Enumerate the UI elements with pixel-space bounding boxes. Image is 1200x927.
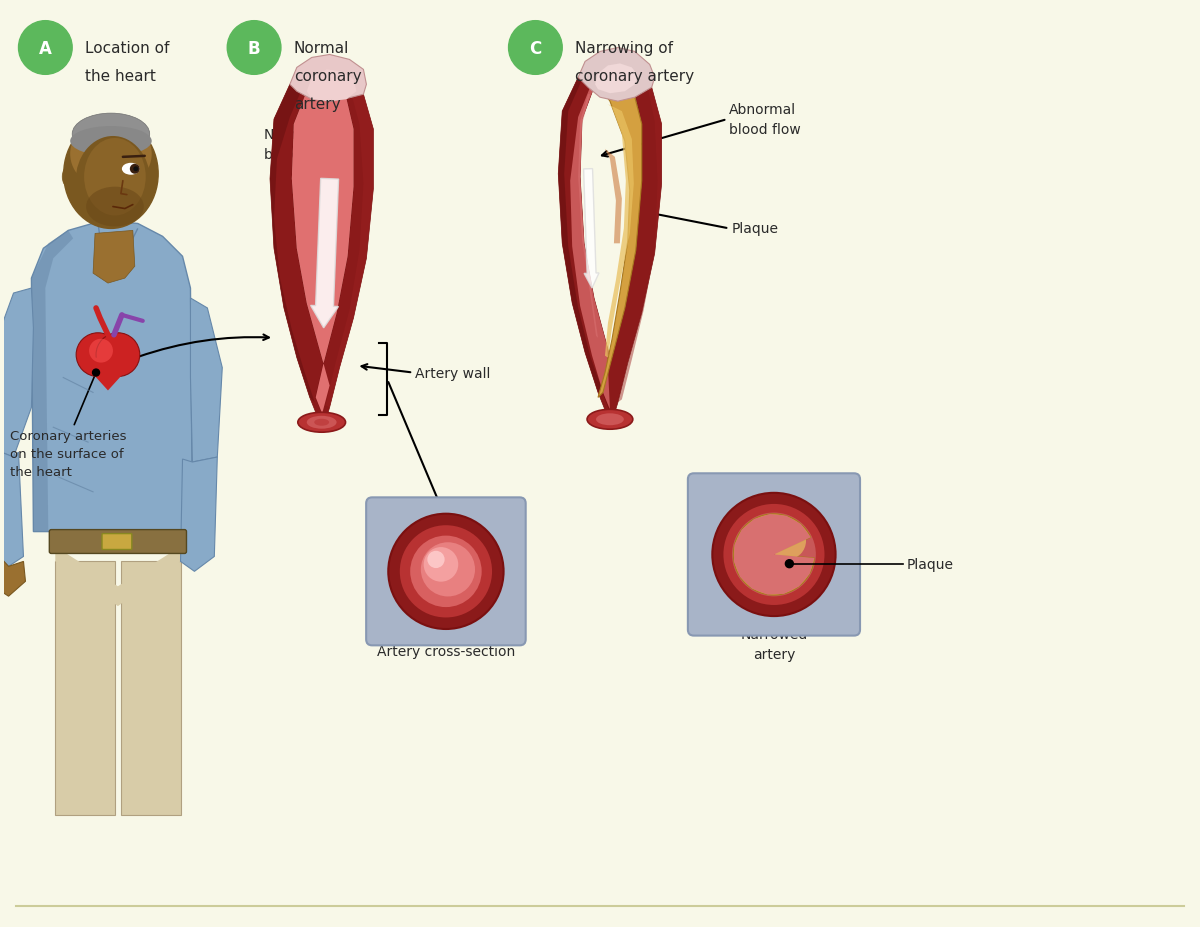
- Polygon shape: [325, 95, 373, 408]
- Ellipse shape: [70, 119, 151, 190]
- Text: C: C: [529, 40, 541, 57]
- Polygon shape: [94, 231, 134, 284]
- Text: the heart: the heart: [85, 69, 156, 83]
- Polygon shape: [0, 545, 25, 597]
- Text: Artery wall: Artery wall: [415, 366, 491, 380]
- Circle shape: [96, 334, 139, 377]
- Text: Abnormal
blood flow: Abnormal blood flow: [730, 103, 800, 136]
- Polygon shape: [558, 78, 617, 418]
- Circle shape: [732, 513, 816, 597]
- Text: Coronary arteries
on the surface of
the heart: Coronary arteries on the surface of the …: [10, 430, 126, 478]
- Circle shape: [133, 167, 138, 172]
- Polygon shape: [55, 547, 180, 606]
- Text: artery: artery: [294, 96, 341, 111]
- Text: Narrowed
artery: Narrowed artery: [740, 628, 808, 661]
- FancyBboxPatch shape: [366, 498, 526, 645]
- Polygon shape: [191, 298, 222, 463]
- Text: coronary artery: coronary artery: [575, 69, 695, 83]
- FancyArrow shape: [583, 170, 599, 288]
- Text: A: A: [38, 40, 52, 57]
- Text: Plaque: Plaque: [906, 557, 954, 571]
- Polygon shape: [0, 288, 34, 458]
- Circle shape: [410, 536, 481, 607]
- Ellipse shape: [64, 120, 158, 229]
- Polygon shape: [31, 231, 73, 532]
- Circle shape: [427, 552, 445, 568]
- Ellipse shape: [307, 416, 336, 429]
- Text: coronary: coronary: [294, 69, 361, 83]
- Ellipse shape: [84, 139, 145, 216]
- Ellipse shape: [587, 410, 632, 430]
- Polygon shape: [558, 78, 602, 393]
- Polygon shape: [618, 88, 661, 403]
- Text: Normal: Normal: [294, 41, 349, 56]
- Ellipse shape: [62, 168, 74, 187]
- Text: Location of: Location of: [85, 41, 169, 56]
- Polygon shape: [290, 56, 366, 102]
- Polygon shape: [121, 562, 180, 815]
- Ellipse shape: [86, 187, 144, 227]
- Text: Normal
blood flow: Normal blood flow: [264, 128, 336, 161]
- Polygon shape: [55, 562, 115, 815]
- Circle shape: [18, 21, 72, 75]
- Ellipse shape: [76, 137, 150, 226]
- Polygon shape: [180, 458, 217, 572]
- Polygon shape: [292, 92, 354, 418]
- Polygon shape: [316, 95, 373, 427]
- FancyBboxPatch shape: [688, 474, 860, 636]
- Ellipse shape: [596, 413, 624, 425]
- Polygon shape: [605, 150, 622, 244]
- Circle shape: [227, 21, 281, 75]
- Circle shape: [769, 523, 806, 560]
- Circle shape: [421, 542, 475, 597]
- Polygon shape: [0, 448, 24, 566]
- Circle shape: [424, 548, 458, 582]
- FancyArrow shape: [311, 179, 338, 328]
- Circle shape: [389, 514, 504, 629]
- Ellipse shape: [298, 413, 346, 433]
- Circle shape: [785, 560, 793, 568]
- Polygon shape: [578, 48, 655, 102]
- Circle shape: [76, 334, 120, 377]
- Circle shape: [92, 370, 100, 376]
- Ellipse shape: [122, 164, 139, 175]
- Text: Artery cross-section: Artery cross-section: [377, 644, 515, 658]
- Text: Plaque: Plaque: [731, 222, 779, 236]
- Polygon shape: [598, 88, 642, 398]
- Text: B: B: [247, 40, 260, 57]
- Polygon shape: [270, 85, 314, 403]
- FancyBboxPatch shape: [102, 534, 132, 550]
- Circle shape: [724, 504, 824, 605]
- Polygon shape: [270, 85, 330, 423]
- Ellipse shape: [314, 419, 329, 426]
- Text: Narrowing of: Narrowing of: [575, 41, 673, 56]
- Polygon shape: [78, 358, 138, 391]
- Polygon shape: [734, 514, 815, 595]
- Polygon shape: [733, 514, 815, 595]
- Ellipse shape: [72, 114, 150, 156]
- Circle shape: [130, 165, 139, 174]
- Circle shape: [713, 493, 835, 616]
- Polygon shape: [31, 222, 192, 532]
- FancyBboxPatch shape: [49, 530, 186, 553]
- Polygon shape: [605, 105, 634, 358]
- Circle shape: [509, 21, 563, 75]
- Polygon shape: [578, 95, 598, 338]
- Polygon shape: [602, 88, 661, 423]
- Ellipse shape: [70, 127, 151, 157]
- FancyBboxPatch shape: [0, 81, 257, 884]
- Polygon shape: [307, 70, 356, 102]
- Circle shape: [400, 526, 492, 617]
- Circle shape: [89, 339, 113, 363]
- Polygon shape: [570, 85, 610, 410]
- Polygon shape: [595, 64, 637, 95]
